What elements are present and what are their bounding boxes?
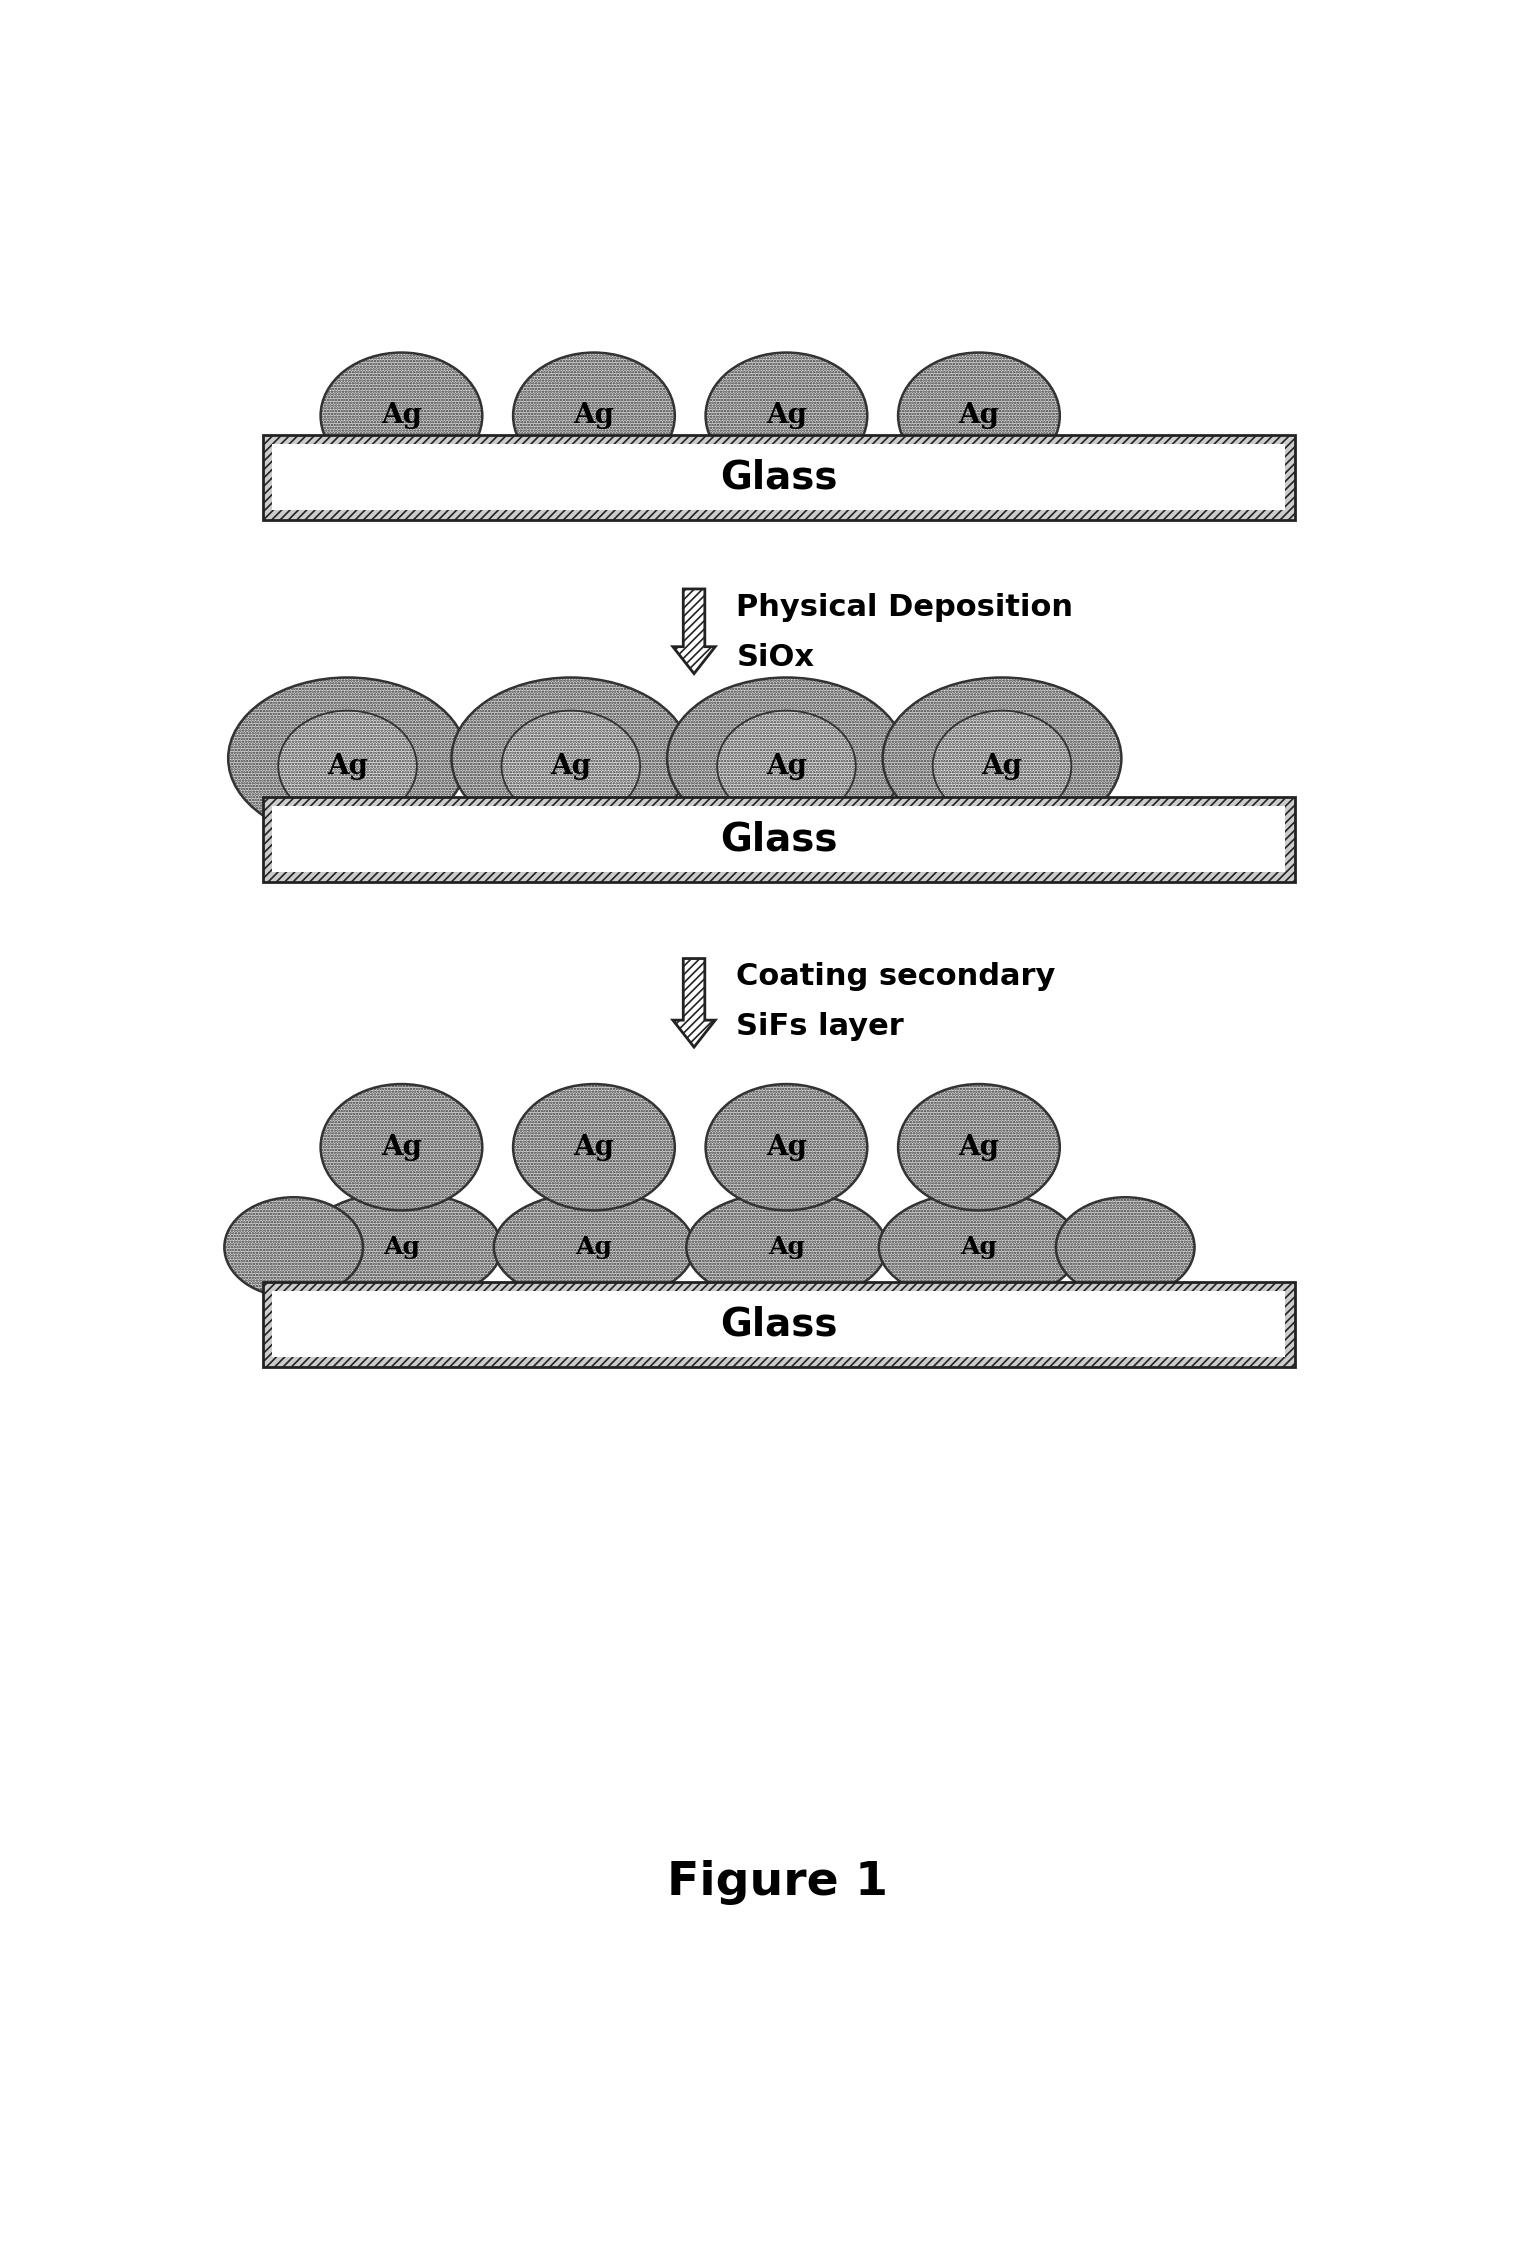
Text: SiFs layer: SiFs layer [736, 1012, 905, 1042]
Text: Figure 1: Figure 1 [668, 1861, 888, 1906]
Ellipse shape [879, 1192, 1079, 1302]
Text: Ag: Ag [767, 402, 808, 429]
Text: Glass: Glass [720, 1304, 838, 1343]
Text: Ag: Ag [958, 402, 999, 429]
Text: Ag: Ag [575, 1235, 612, 1259]
Text: Coating secondary: Coating secondary [736, 963, 1057, 992]
Text: Ag: Ag [982, 752, 1023, 779]
Ellipse shape [899, 352, 1060, 478]
Ellipse shape [228, 678, 468, 840]
Text: SiOx: SiOx [736, 642, 814, 671]
Ellipse shape [716, 712, 856, 822]
Text: Glass: Glass [720, 819, 838, 858]
Text: Glass: Glass [720, 458, 838, 496]
Ellipse shape [493, 1192, 694, 1302]
Ellipse shape [302, 1192, 501, 1302]
Text: Ag: Ag [961, 1235, 997, 1259]
Ellipse shape [225, 1197, 363, 1298]
Text: Physical Deposition: Physical Deposition [736, 593, 1073, 622]
Text: Ag: Ag [383, 1235, 420, 1259]
Ellipse shape [686, 1192, 887, 1302]
Bar [272, 1291, 1286, 1358]
Ellipse shape [706, 1084, 867, 1210]
Ellipse shape [513, 1084, 676, 1210]
Text: Ag: Ag [381, 1134, 422, 1161]
Ellipse shape [320, 1084, 483, 1210]
Text: Ag: Ag [768, 1235, 805, 1259]
Bar [263, 1282, 1295, 1367]
Ellipse shape [1057, 1197, 1195, 1298]
Ellipse shape [899, 1084, 1060, 1210]
Bar [272, 806, 1286, 873]
Text: Ag: Ag [381, 402, 422, 429]
Bar [263, 797, 1295, 882]
Ellipse shape [320, 352, 483, 478]
Ellipse shape [501, 712, 641, 822]
Text: Ag: Ag [326, 752, 367, 779]
Bar [272, 445, 1286, 510]
Ellipse shape [932, 712, 1072, 822]
Text: Ag: Ag [767, 752, 808, 779]
Text: Ag: Ag [551, 752, 592, 779]
Ellipse shape [278, 712, 417, 822]
Text: Ag: Ag [574, 1134, 615, 1161]
Ellipse shape [706, 352, 867, 478]
Text: Ag: Ag [958, 1134, 999, 1161]
Text: Ag: Ag [574, 402, 615, 429]
Text: Ag: Ag [767, 1134, 808, 1161]
Ellipse shape [882, 678, 1122, 840]
Ellipse shape [666, 678, 906, 840]
Ellipse shape [513, 352, 676, 478]
Ellipse shape [451, 678, 691, 840]
Bar [263, 436, 1295, 519]
